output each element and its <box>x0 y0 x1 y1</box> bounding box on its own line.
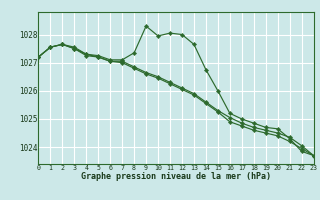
X-axis label: Graphe pression niveau de la mer (hPa): Graphe pression niveau de la mer (hPa) <box>81 172 271 181</box>
